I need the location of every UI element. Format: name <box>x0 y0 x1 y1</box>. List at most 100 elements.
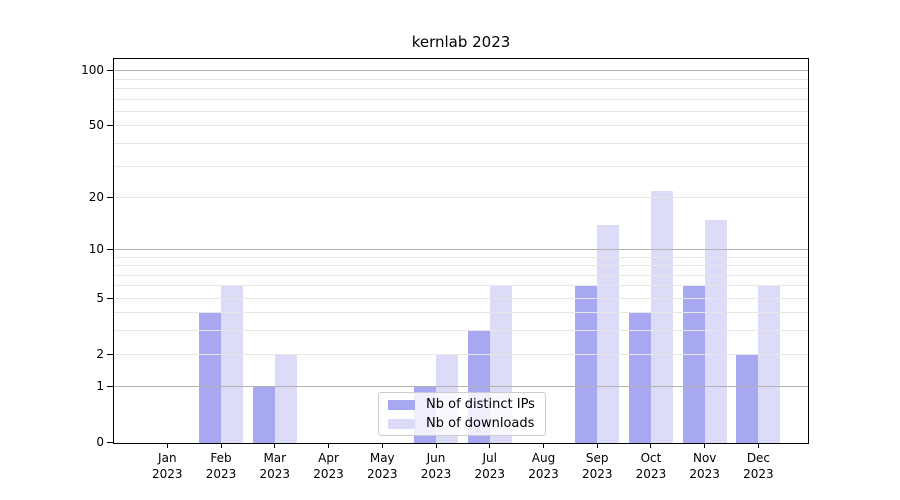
gridline <box>114 88 808 90</box>
x-tick-month: Jul <box>482 451 497 465</box>
legend-swatch-distinct-ips-icon <box>388 399 415 410</box>
x-tick-month: Feb <box>210 451 232 465</box>
x-tick-month: Jan <box>158 451 177 465</box>
x-tick-label: Dec 2023 <box>728 450 788 482</box>
gridline <box>114 353 808 355</box>
y-tick <box>107 248 113 250</box>
legend-swatch-downloads-icon <box>388 418 415 429</box>
x-tick-year: 2023 <box>635 467 667 481</box>
x-tick-year: 2023 <box>152 467 183 481</box>
bar-downloads <box>597 225 620 443</box>
y-tick <box>107 70 113 72</box>
bar-downloads <box>221 286 244 443</box>
gridline <box>114 143 808 145</box>
x-tick-year: 2023 <box>689 467 720 481</box>
chart-title: kernlab 2023 <box>411 33 511 51</box>
x-tick-month: May <box>369 451 395 465</box>
legend-label-distinct-ips: Nb of distinct IPs <box>426 397 535 412</box>
y-tick-label: 1 <box>96 379 104 394</box>
x-tick-year: 2023 <box>528 467 559 481</box>
x-tick-label: Jul 2023 <box>460 450 520 482</box>
x-tick <box>757 443 759 448</box>
bar-distinct-ips <box>682 286 705 443</box>
x-tick-label: Sep 2023 <box>567 450 627 482</box>
plot-area: Nb of distinct IPs Nb of downloads 0 1 2 5 1… <box>81 58 809 481</box>
y-tick <box>107 297 113 299</box>
legend: Nb of distinct IPs Nb of downloads <box>378 392 546 436</box>
bar-downloads <box>758 286 781 443</box>
gridline <box>114 386 808 388</box>
gridline <box>114 125 808 127</box>
y-tick <box>107 196 113 198</box>
x-tick-label: Apr 2023 <box>299 450 359 482</box>
gridline <box>114 256 808 258</box>
x-tick-label: May 2023 <box>352 450 412 482</box>
y-tick-label: 0 <box>96 435 104 449</box>
legend-row-downloads: Nb of downloads <box>388 416 536 431</box>
x-tick-year: 2023 <box>205 467 237 481</box>
y-tick <box>107 442 113 443</box>
x-tick <box>650 443 652 448</box>
x-tick <box>274 443 276 448</box>
y-tick <box>107 386 113 388</box>
x-tick-label: Jan 2023 <box>137 450 197 482</box>
bar-distinct-ips <box>736 354 759 443</box>
gridline <box>114 265 808 267</box>
y-tick <box>107 125 113 127</box>
x-tick-label: Nov 2023 <box>675 450 735 482</box>
x-tick-month: Apr <box>318 451 339 465</box>
x-tick-label: Oct 2023 <box>621 450 681 482</box>
x-tick-month: Nov <box>692 451 717 465</box>
x-tick <box>381 443 383 448</box>
gridline <box>114 78 808 80</box>
x-tick-year: 2023 <box>743 467 774 481</box>
gridline <box>114 111 808 113</box>
x-tick <box>328 443 330 448</box>
gridline <box>114 248 808 250</box>
y-tick-label: 100 <box>81 63 104 78</box>
x-tick-year: 2023 <box>420 467 452 481</box>
x-tick-label: Feb 2023 <box>191 450 251 482</box>
y-tick-label: 5 <box>96 290 104 305</box>
x-tick-label: Aug 2023 <box>513 450 573 482</box>
legend-row-distinct-ips: Nb of distinct IPs <box>388 397 536 412</box>
gridline <box>114 330 808 332</box>
x-tick <box>542 443 544 448</box>
x-tick <box>704 443 706 448</box>
y-tick-label: 50 <box>88 118 104 133</box>
y-tick <box>107 353 113 355</box>
x-tick-month: Aug <box>531 451 556 465</box>
gridline <box>114 98 808 100</box>
x-tick-year: 2023 <box>581 467 613 481</box>
y-tick-label: 10 <box>88 241 104 256</box>
x-tick-year: 2023 <box>313 467 344 481</box>
x-tick <box>220 443 222 448</box>
gridline <box>114 196 808 198</box>
bar-distinct-ips <box>252 387 275 443</box>
x-tick-label: Jun 2023 <box>406 450 466 482</box>
bar-downloads <box>274 354 297 443</box>
x-tick-label: Mar 2023 <box>245 450 305 482</box>
x-tick <box>596 443 598 448</box>
bar-distinct-ips <box>199 313 222 443</box>
legend-label-downloads: Nb of downloads <box>426 416 535 431</box>
bar-downloads <box>704 219 727 443</box>
y-tick-label: 2 <box>96 346 104 361</box>
x-tick-month: Dec <box>746 451 771 465</box>
x-tick-month: Sep <box>585 451 609 465</box>
x-tick-month: Mar <box>263 451 287 465</box>
x-tick-year: 2023 <box>259 467 291 481</box>
x-tick-year: 2023 <box>474 467 505 481</box>
gridline <box>114 297 808 299</box>
gridline <box>114 165 808 167</box>
bar-downloads <box>650 190 673 443</box>
bar-distinct-ips <box>628 313 651 443</box>
gridline <box>114 285 808 287</box>
y-tick-label: 20 <box>88 189 104 204</box>
x-tick-year: 2023 <box>366 467 398 481</box>
gridline <box>114 274 808 276</box>
x-tick <box>166 443 168 448</box>
gridline <box>114 70 808 72</box>
x-tick-month: Oct <box>640 451 662 465</box>
